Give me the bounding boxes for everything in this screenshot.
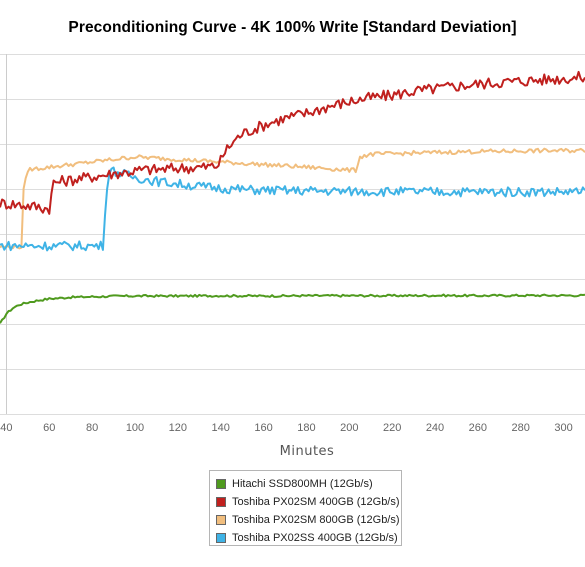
- legend-label: Toshiba PX02SS 400GB (12Gb/s): [232, 532, 398, 544]
- chart-title: Preconditioning Curve - 4K 100% Write [S…: [68, 19, 517, 36]
- x-tick-label: 40: [0, 422, 12, 434]
- x-tick-labels: 40 60 80 100 120 140 160 180 200 220 240 260 280 300: [0, 422, 572, 434]
- x-tick-label: 300: [554, 422, 572, 434]
- series-line-1: [0, 293, 585, 324]
- legend-item: Toshiba PX02SM 400GB (12Gb/s): [216, 493, 401, 511]
- legend-label: Toshiba PX02SM 400GB (12Gb/s): [232, 496, 400, 508]
- x-tick-label: 260: [469, 422, 487, 434]
- x-tick-label: 180: [297, 422, 315, 434]
- legend: Hitachi SSD800MH (12Gb/s) Toshiba PX02SM …: [209, 470, 402, 546]
- series-line-4: [0, 166, 585, 252]
- legend-item: Toshiba PX02SM 800GB (12Gb/s): [216, 511, 401, 529]
- x-axis-label: Minutes: [280, 444, 335, 459]
- legend-item: Toshiba PX02SS 400GB (12Gb/s): [216, 529, 401, 547]
- grid-lines: [0, 54, 585, 415]
- series-line-2: [0, 70, 585, 215]
- legend-swatch: [216, 515, 226, 525]
- x-tick-label: 60: [43, 422, 55, 434]
- x-tick-label: 100: [126, 422, 144, 434]
- x-tick-label: 200: [340, 422, 358, 434]
- x-tick-label: 160: [254, 422, 272, 434]
- legend-item: Hitachi SSD800MH (12Gb/s): [216, 475, 401, 493]
- x-tick-label: 280: [512, 422, 530, 434]
- x-tick-label: 140: [212, 422, 230, 434]
- series-line-3: [0, 147, 585, 250]
- x-tick-label: 80: [86, 422, 98, 434]
- legend-label: Toshiba PX02SM 800GB (12Gb/s): [232, 514, 400, 526]
- legend-swatch: [216, 533, 226, 543]
- legend-swatch: [216, 497, 226, 507]
- x-tick-label: 240: [426, 422, 444, 434]
- legend-label: Hitachi SSD800MH (12Gb/s): [232, 478, 373, 490]
- x-tick-label: 220: [383, 422, 401, 434]
- legend-swatch: [216, 479, 226, 489]
- x-tick-label: 120: [169, 422, 187, 434]
- series-layer: [0, 70, 585, 324]
